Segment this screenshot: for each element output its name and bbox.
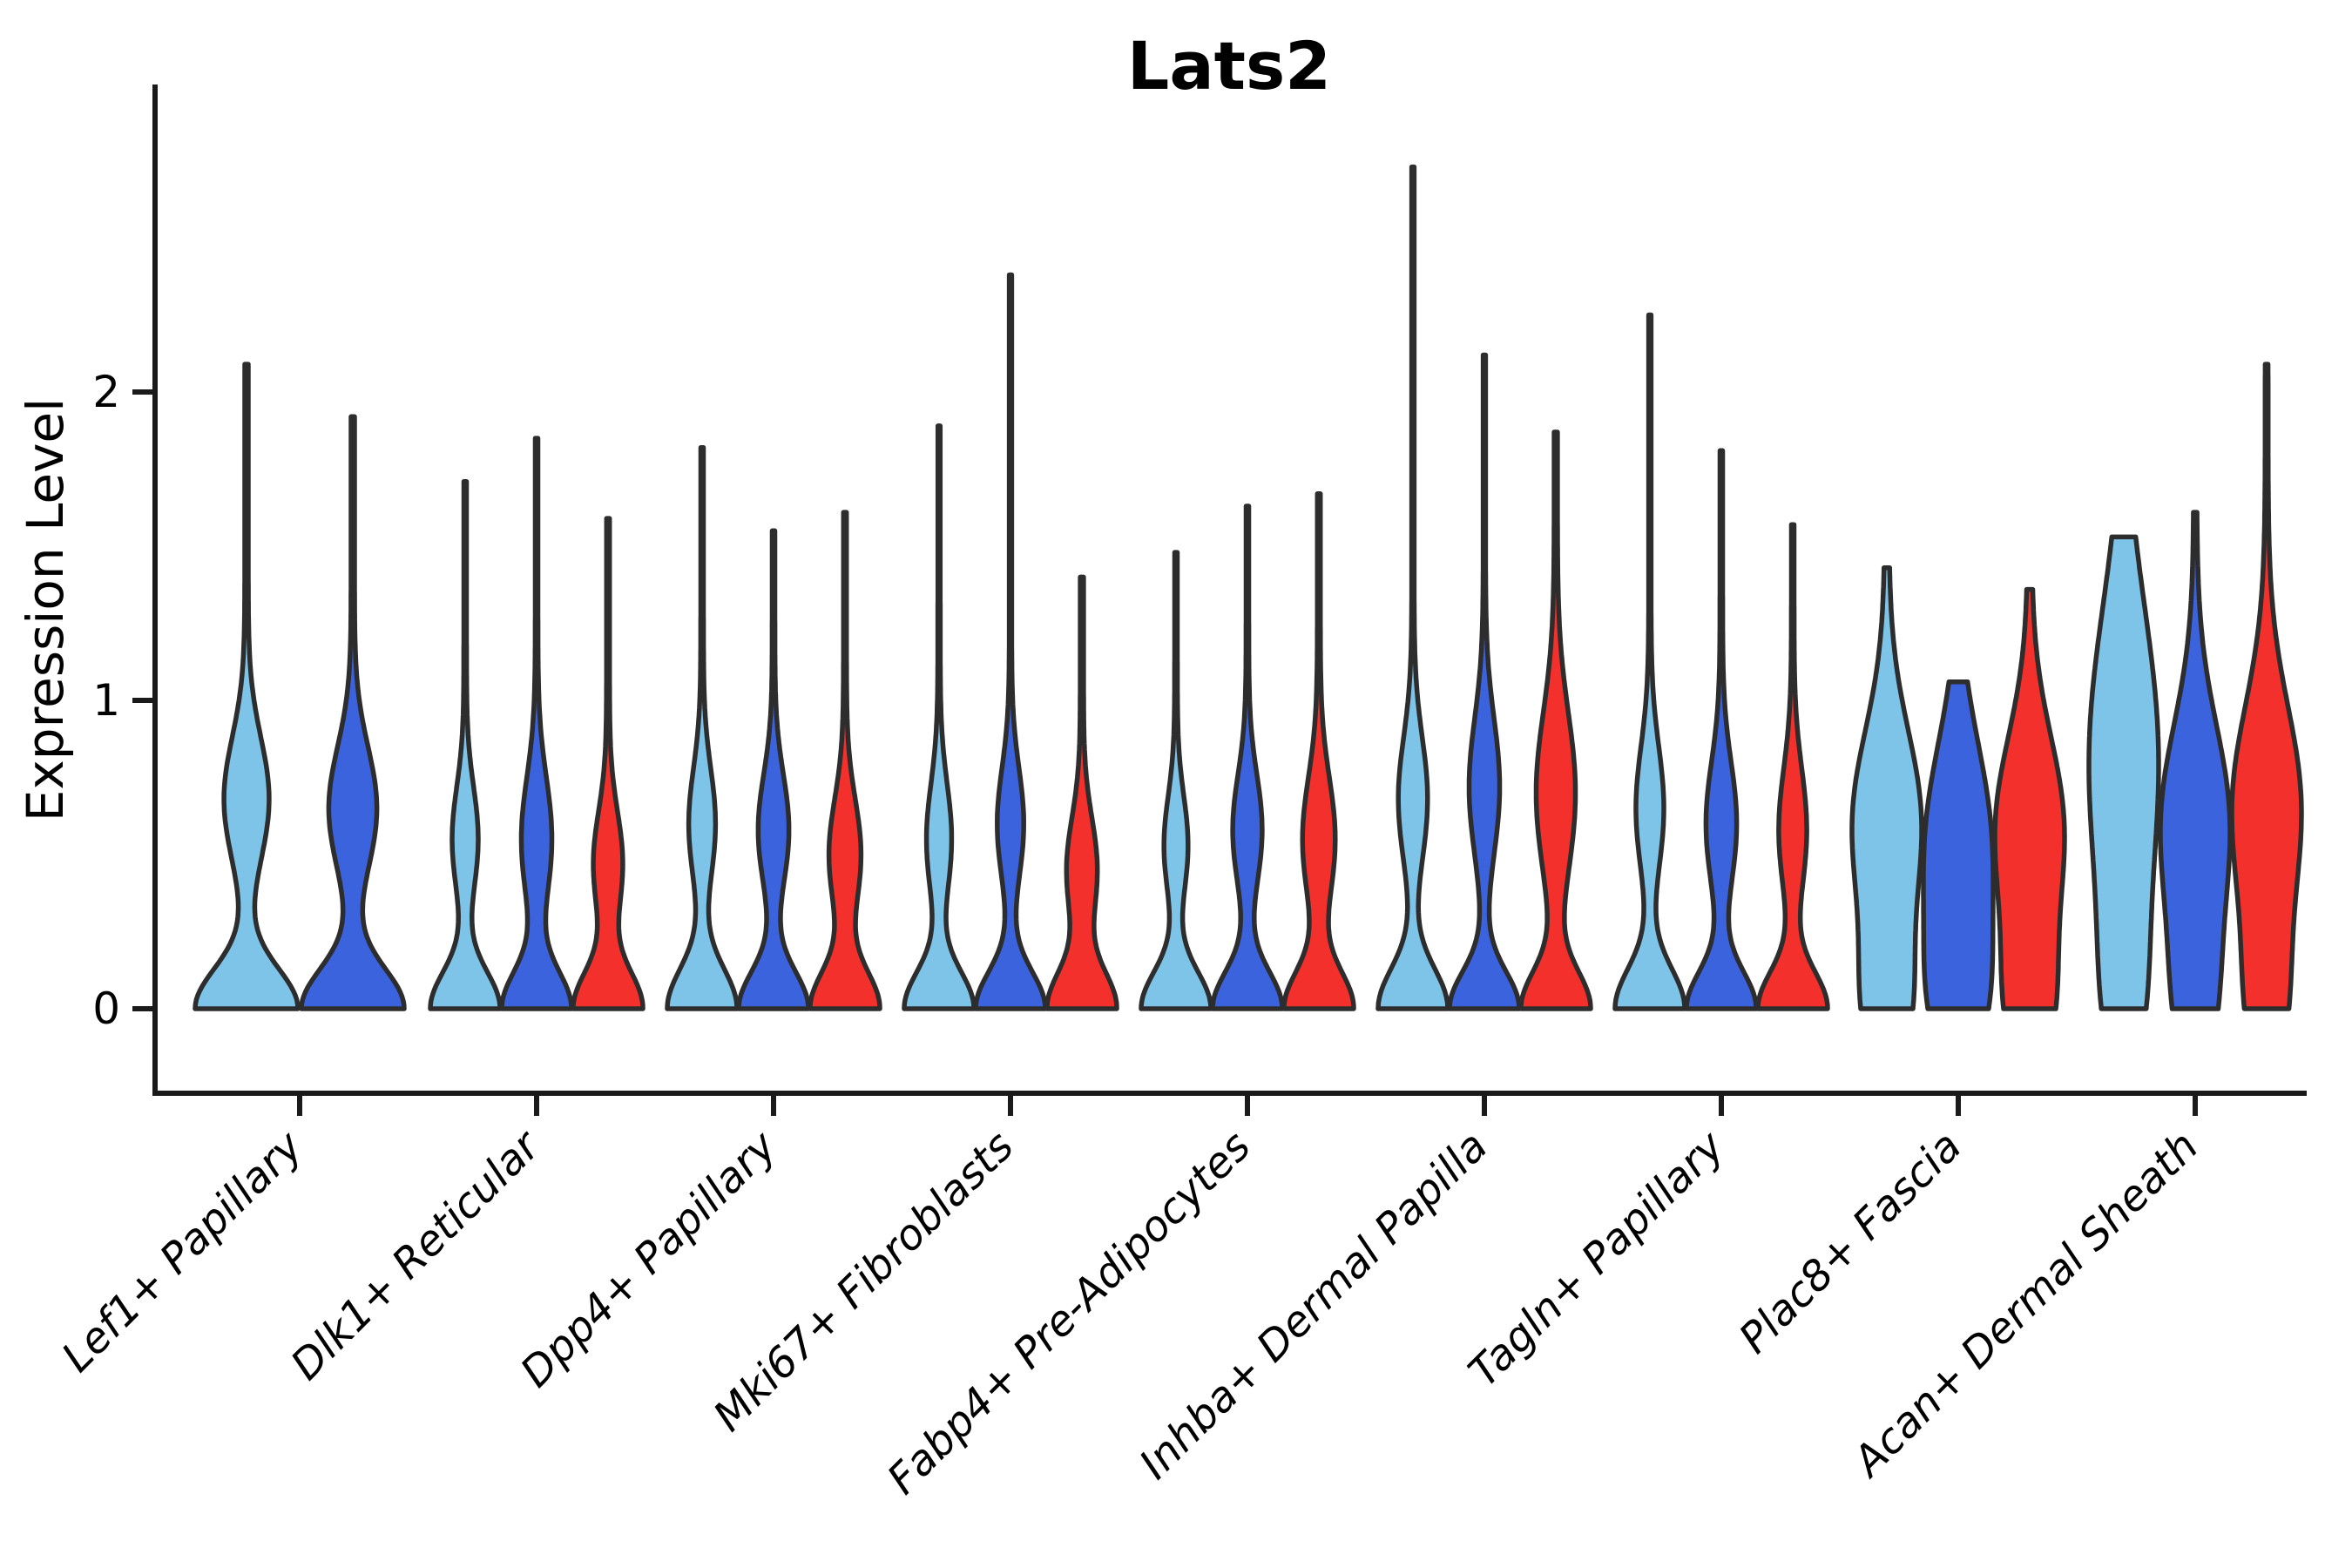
y-tick-label: 1 [92, 675, 120, 726]
x-tick-label-dlk1-reticular: Dlk1+ Reticular [281, 1120, 551, 1390]
violin-plac8-fascia-red [1992, 586, 2067, 1011]
violin-inhba-dermal-papilla-dark_blue [1447, 352, 1522, 1011]
violin-mki67-fibroblasts-red [1044, 574, 1119, 1011]
violins [193, 164, 2304, 1011]
x-tick-label-tagln-papillary: Tagln+ Papillary [1459, 1121, 1734, 1396]
violin-fabp4-pre-adipocytes-light_blue [1139, 550, 1213, 1011]
violin-lef1-papillary-light_blue [193, 362, 301, 1011]
violin-fabp4-pre-adipocytes-dark_blue [1210, 504, 1285, 1011]
y-tick-label: 0 [92, 983, 120, 1034]
violin-dpp4-papillary-dark_blue [736, 528, 811, 1011]
violin-tagln-papillary-light_blue [1612, 312, 1687, 1011]
x-tick-label-dpp4-papillary: Dpp4+ Papillary [511, 1121, 787, 1396]
violin-plac8-fascia-dark_blue [1921, 679, 1996, 1011]
y-tick-label: 2 [92, 367, 120, 417]
x-tick-label-plac8-fascia: Plac8+ Fascia [1730, 1122, 1971, 1363]
violin-tagln-papillary-red [1755, 522, 1830, 1011]
violin-dpp4-papillary-red [808, 510, 882, 1011]
violin-dlk1-reticular-red [571, 516, 645, 1011]
violin-lef1-papillary-dark_blue [299, 414, 407, 1011]
violin-inhba-dermal-papilla-red [1518, 429, 1593, 1011]
violin-acan-dermal-sheath-dark_blue [2158, 510, 2233, 1011]
violin-dpp4-papillary-light_blue [665, 444, 740, 1011]
violin-inhba-dermal-papilla-light_blue [1375, 164, 1450, 1011]
violin-acan-dermal-sheath-light_blue [2086, 534, 2161, 1011]
violin-plac8-fascia-light_blue [1849, 565, 1924, 1011]
y-axis-label: Expression Level [16, 398, 75, 821]
violin-dlk1-reticular-light_blue [428, 478, 503, 1011]
violin-tagln-papillary-dark_blue [1684, 448, 1759, 1011]
x-tick-label-lef1-papillary: Lef1+ Papillary [52, 1121, 313, 1382]
violin-fabp4-pre-adipocytes-red [1281, 491, 1356, 1011]
violin-mki67-fibroblasts-dark_blue [973, 272, 1048, 1011]
violin-mki67-fibroblasts-light_blue [902, 423, 977, 1011]
chart-title: Lats2 [1127, 27, 1331, 105]
violin-dlk1-reticular-dark_blue [499, 436, 574, 1011]
violin-acan-dermal-sheath-red [2229, 362, 2304, 1011]
